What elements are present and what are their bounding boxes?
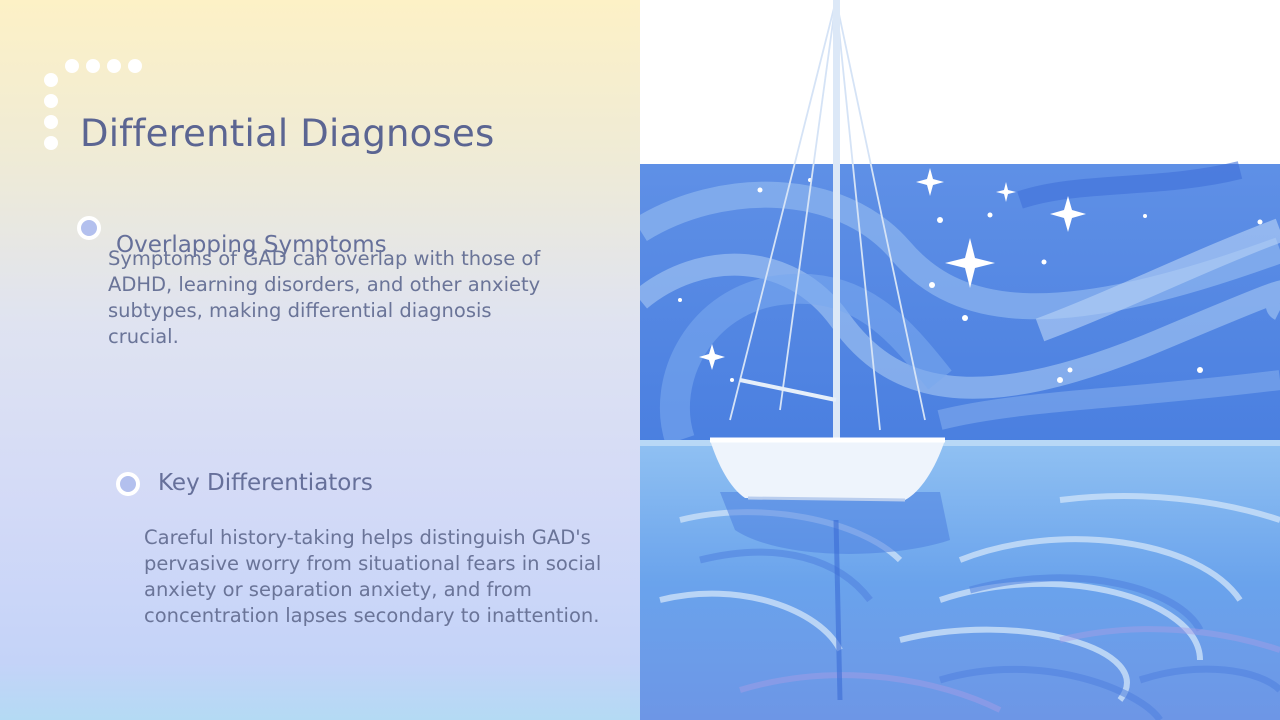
decor-dot: [128, 59, 142, 73]
sailboat-starry-sea-painting-icon: [640, 0, 1280, 720]
bullet-circle-icon: [116, 472, 140, 496]
decor-dot: [44, 94, 58, 108]
decor-dot: [44, 136, 58, 150]
bullet-circle-icon: [77, 216, 101, 240]
section-heading: Overlapping Symptoms: [116, 232, 387, 258]
content-panel: Differential Diagnoses Overlapping Sympt…: [0, 0, 640, 720]
decor-dot: [86, 59, 100, 73]
decor-dot: [65, 59, 79, 73]
slide-title: Differential Diagnoses: [80, 112, 495, 155]
decor-dot: [44, 73, 58, 87]
section-body: Careful history-taking helps distinguish…: [144, 526, 602, 627]
decor-dot: [44, 115, 58, 129]
section-body: Symptoms of GAD can overlap with those o…: [108, 247, 541, 348]
section-heading: Key Differentiators: [158, 470, 373, 496]
decor-dot: [107, 59, 121, 73]
